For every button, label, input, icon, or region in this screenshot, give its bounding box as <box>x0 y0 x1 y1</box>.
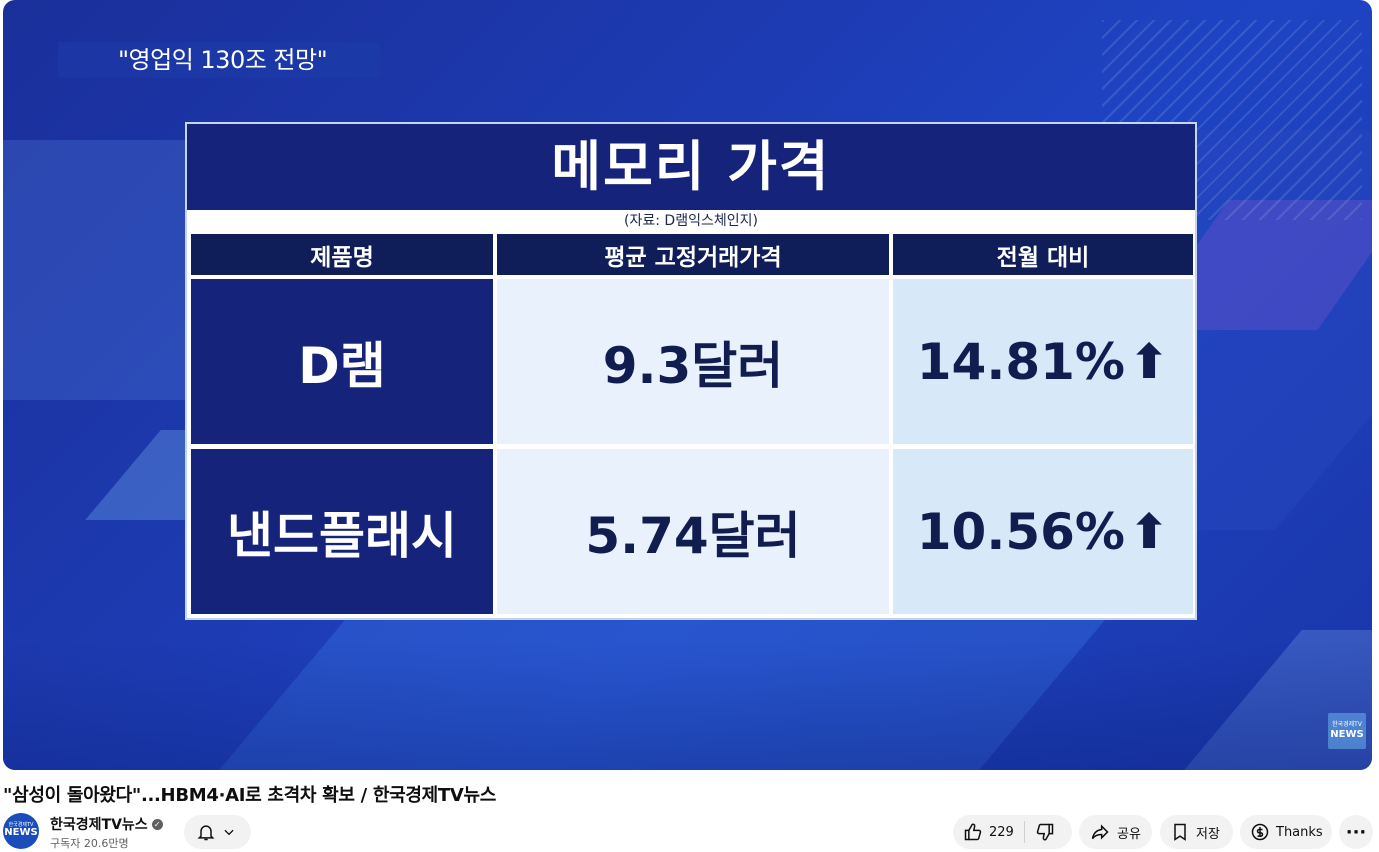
more-icon: ··· <box>1345 821 1367 843</box>
dislike-button[interactable] <box>1035 822 1055 842</box>
verified-icon: ✓ <box>151 818 163 830</box>
header-change: 전월 대비 <box>893 234 1193 275</box>
video-title: "삼성이 돌아왔다"...HBM4·AI로 초격차 확보 / 한국경제TV뉴스 <box>3 785 497 806</box>
bg-stripe <box>1184 630 1372 770</box>
bg-shade <box>3 640 1372 770</box>
like-button[interactable]: 229 <box>963 822 1014 842</box>
header-product: 제품명 <box>191 234 493 275</box>
channel-avatar[interactable]: 한국경제TV NEWS <box>3 813 39 849</box>
bookmark-icon <box>1170 822 1190 842</box>
share-icon <box>1089 822 1111 842</box>
row-dram-name: D램 <box>191 279 493 444</box>
save-button[interactable]: 저장 <box>1160 815 1233 849</box>
thumbs-down-icon <box>1035 822 1055 842</box>
notification-bell-button[interactable] <box>184 815 251 849</box>
share-button[interactable]: 공유 <box>1079 815 1152 849</box>
table-title: 메모리 가격 <box>187 124 1195 210</box>
header-price: 평균 고정거래가격 <box>497 234 889 275</box>
table-source: (자료: D램익스체인지) <box>624 213 758 229</box>
channel-name[interactable]: 한국경제TV뉴스 ✓ <box>50 814 163 834</box>
change-value: 14.81% <box>916 332 1126 391</box>
thanks-button[interactable]: Thanks <box>1240 815 1332 849</box>
video-caption: "영업익 130조 전망" <box>58 42 380 78</box>
bell-icon <box>196 822 216 842</box>
thumbs-up-icon <box>963 822 983 842</box>
divider <box>1023 821 1025 843</box>
thanks-label: Thanks <box>1276 824 1323 840</box>
thanks-icon <box>1250 822 1270 842</box>
row-dram-change: 14.81% ⬆ <box>893 279 1193 444</box>
channel-watermark: 한국경제TV NEWS <box>1328 713 1366 749</box>
like-count: 229 <box>989 824 1014 840</box>
more-actions-button[interactable]: ··· <box>1339 815 1373 849</box>
row-nand-name: 낸드플래시 <box>191 449 493 614</box>
row-nand-change: 10.56% ⬆ <box>893 449 1193 614</box>
share-label: 공유 <box>1117 826 1141 842</box>
chevron-down-icon <box>222 825 236 839</box>
video-player[interactable]: "영업익 130조 전망" 메모리 가격 (자료: D램익스체인지) 제품명 평… <box>3 0 1372 770</box>
row-dram-price: 9.3달러 <box>497 279 889 444</box>
like-dislike-bar: 229 <box>953 815 1072 849</box>
row-nand-price: 5.74달러 <box>497 449 889 614</box>
subscriber-count: 구독자 20.6만명 <box>50 837 129 850</box>
arrow-up-icon: ⬆ <box>1129 503 1170 560</box>
memory-price-table: 메모리 가격 (자료: D램익스체인지) 제품명 평균 고정거래가격 전월 대비… <box>185 122 1197 620</box>
arrow-up-icon: ⬆ <box>1129 333 1170 390</box>
change-value: 10.56% <box>916 502 1126 561</box>
save-label: 저장 <box>1196 826 1220 842</box>
